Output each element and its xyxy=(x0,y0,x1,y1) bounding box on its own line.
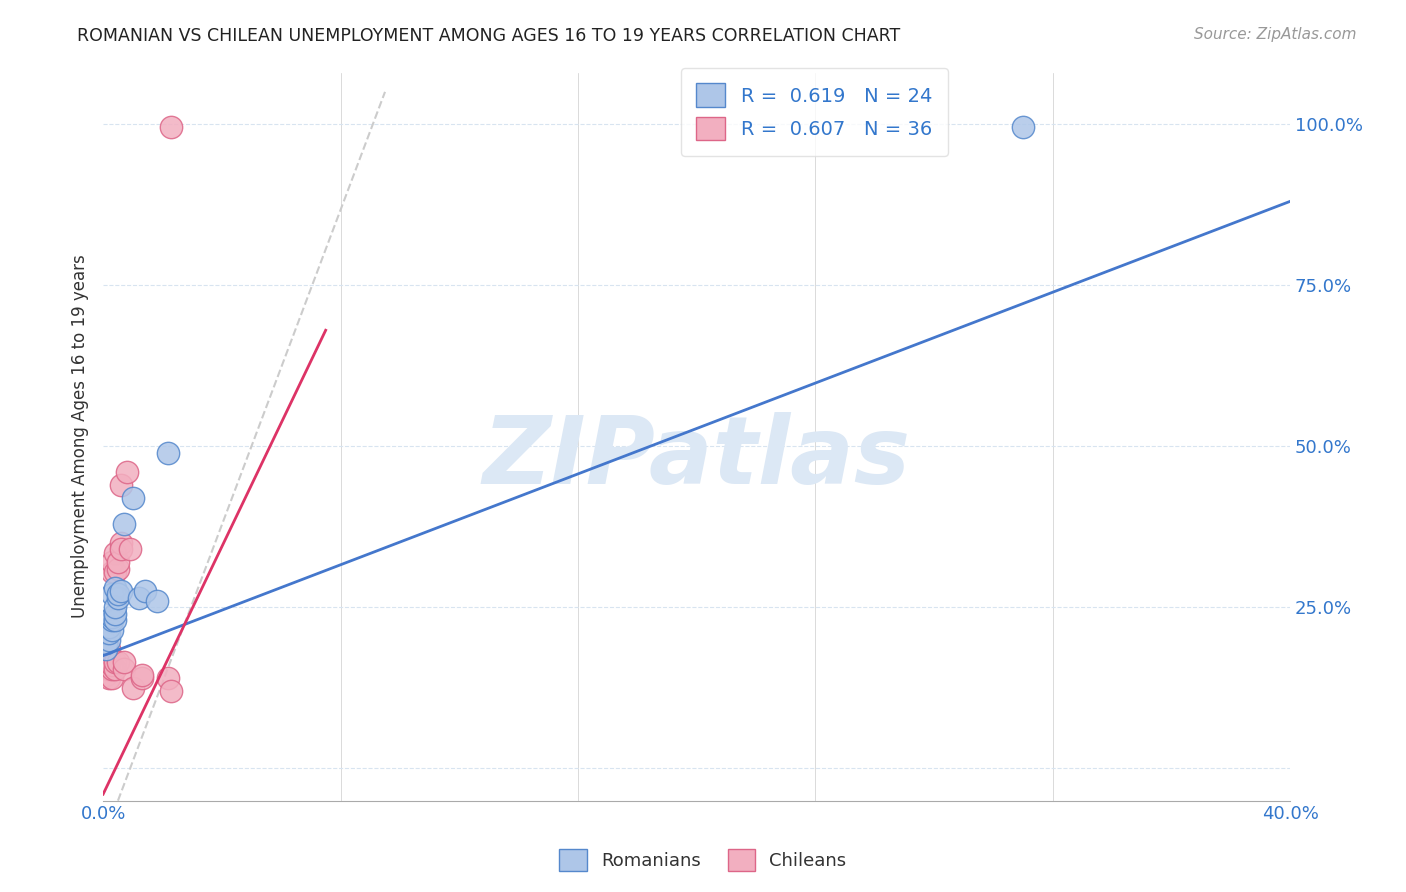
Point xyxy=(112,655,135,669)
Point xyxy=(110,584,132,599)
Point xyxy=(98,652,121,666)
Point xyxy=(104,600,127,615)
Point xyxy=(98,626,121,640)
Point xyxy=(94,642,117,657)
Text: ROMANIAN VS CHILEAN UNEMPLOYMENT AMONG AGES 16 TO 19 YEARS CORRELATION CHART: ROMANIAN VS CHILEAN UNEMPLOYMENT AMONG A… xyxy=(77,27,901,45)
Point xyxy=(98,642,121,657)
Point xyxy=(101,623,124,637)
Point xyxy=(98,620,121,634)
Point xyxy=(94,626,117,640)
Point xyxy=(107,655,129,669)
Point xyxy=(101,610,124,624)
Point xyxy=(134,584,156,599)
Point xyxy=(110,536,132,550)
Point xyxy=(107,591,129,605)
Point xyxy=(94,658,117,673)
Point xyxy=(1012,120,1035,135)
Point xyxy=(112,516,135,531)
Legend: Romanians, Chileans: Romanians, Chileans xyxy=(553,842,853,879)
Point xyxy=(94,636,117,650)
Text: Source: ZipAtlas.com: Source: ZipAtlas.com xyxy=(1194,27,1357,42)
Point xyxy=(107,555,129,569)
Legend: R =  0.619   N = 24, R =  0.607   N = 36: R = 0.619 N = 24, R = 0.607 N = 36 xyxy=(681,68,948,156)
Point xyxy=(128,591,150,605)
Point xyxy=(104,581,127,595)
Point xyxy=(131,671,153,685)
Point xyxy=(94,645,117,659)
Point xyxy=(107,562,129,576)
Point xyxy=(98,632,121,647)
Point xyxy=(115,465,138,479)
Point xyxy=(104,655,127,669)
Point xyxy=(160,684,183,698)
Point xyxy=(121,491,143,505)
Point xyxy=(160,120,183,135)
Point xyxy=(94,668,117,682)
Point xyxy=(104,607,127,621)
Point xyxy=(101,671,124,685)
Point xyxy=(121,681,143,695)
Point xyxy=(104,565,127,579)
Point xyxy=(101,555,124,569)
Point xyxy=(101,587,124,601)
Point xyxy=(98,661,121,675)
Point xyxy=(101,565,124,579)
Point xyxy=(101,658,124,673)
Point xyxy=(98,648,121,663)
Point xyxy=(98,658,121,673)
Point xyxy=(157,671,180,685)
Point xyxy=(94,652,117,666)
Point xyxy=(94,648,117,663)
Point xyxy=(157,445,180,459)
Point xyxy=(104,545,127,559)
Point xyxy=(145,594,167,608)
Point xyxy=(101,613,124,627)
Point xyxy=(118,542,141,557)
Point xyxy=(131,668,153,682)
Y-axis label: Unemployment Among Ages 16 to 19 years: Unemployment Among Ages 16 to 19 years xyxy=(72,255,89,618)
Point xyxy=(112,661,135,675)
Text: ZIPatlas: ZIPatlas xyxy=(482,412,911,504)
Point xyxy=(104,661,127,675)
Point xyxy=(98,671,121,685)
Point xyxy=(110,542,132,557)
Point xyxy=(104,613,127,627)
Point xyxy=(101,661,124,675)
Point xyxy=(107,587,129,601)
Point xyxy=(110,478,132,492)
